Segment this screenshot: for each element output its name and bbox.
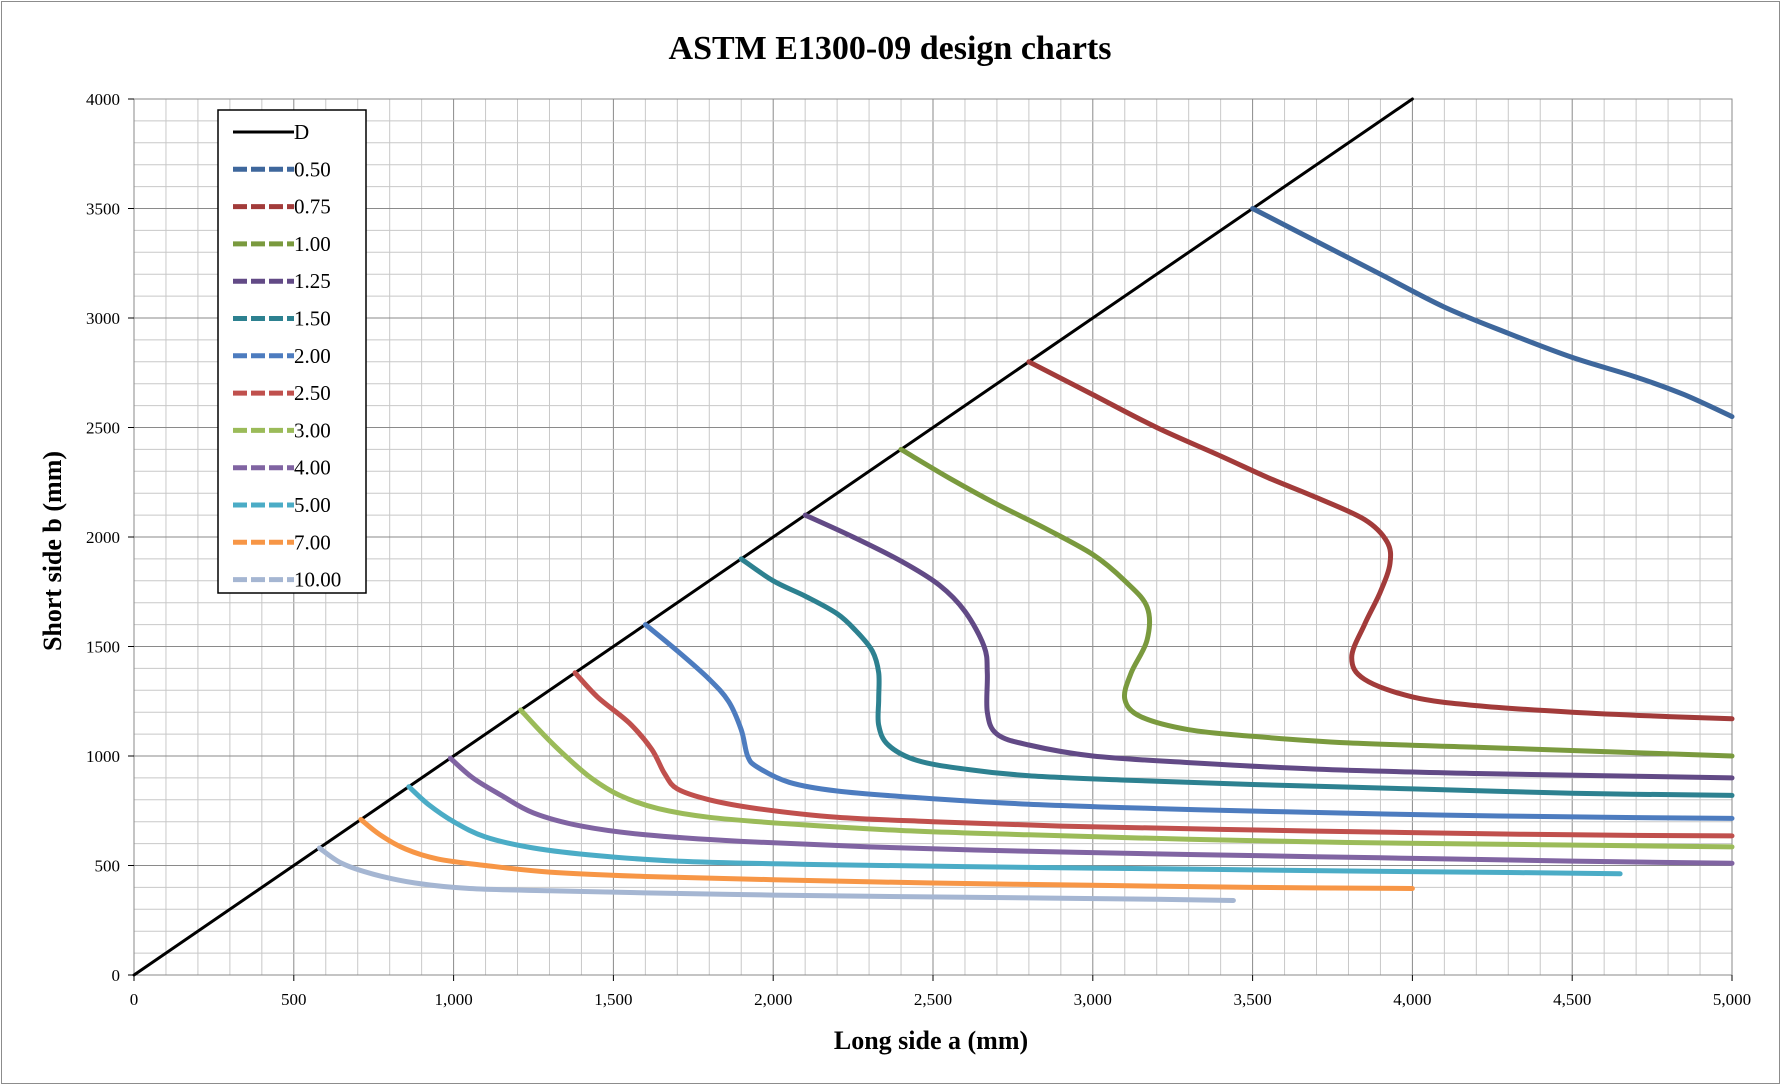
legend-box bbox=[217, 109, 367, 594]
legend-label: 3.00 bbox=[294, 418, 331, 442]
legend-label: 1.00 bbox=[294, 232, 331, 256]
x-tick-label: 3,000 bbox=[1074, 990, 1112, 1009]
x-tick-label: 3,500 bbox=[1233, 990, 1271, 1009]
legend-label: 2.00 bbox=[294, 344, 331, 368]
series-line-4-00 bbox=[447, 755, 1735, 866]
series-line-0-75 bbox=[1026, 359, 1735, 722]
legend-label: 2.50 bbox=[294, 381, 331, 405]
series-line-7-00 bbox=[358, 817, 1415, 891]
x-tick-label: 4,000 bbox=[1393, 990, 1431, 1009]
x-tick-labels: 0 500 1,000 1,500 2,000 2,500 3,000 3,500 4,000 4… bbox=[130, 975, 1751, 1009]
series-line-5-00 bbox=[406, 784, 1623, 877]
x-tick-label: 1,500 bbox=[594, 990, 632, 1009]
series-line-1-25 bbox=[802, 512, 1735, 781]
y-tick-label: 3500 bbox=[86, 200, 120, 219]
legend-label: 7.00 bbox=[294, 530, 331, 554]
y-tick-label: 500 bbox=[95, 857, 121, 876]
series-line-D bbox=[132, 97, 1414, 977]
legend-label: 4.00 bbox=[294, 456, 331, 480]
series-line-2-50 bbox=[572, 670, 1735, 839]
y-tick-label: 4000 bbox=[86, 90, 120, 109]
x-tick-label: 5,000 bbox=[1713, 990, 1751, 1009]
legend-label: 10.00 bbox=[294, 568, 341, 592]
y-tick-label: 3000 bbox=[86, 309, 120, 328]
x-tick-label: 1,000 bbox=[434, 990, 472, 1009]
legend-label: 1.25 bbox=[294, 269, 331, 293]
y-tick-labels: 0 500 1000 1500 2000 2500 3000 3500 4000 bbox=[86, 90, 134, 985]
y-axis-title: Short side b (mm) bbox=[38, 451, 67, 651]
series-line-3-00 bbox=[518, 707, 1735, 850]
legend-label: 0.75 bbox=[294, 195, 331, 219]
chart-title: ASTM E1300-09 design charts bbox=[669, 30, 1112, 67]
series-layer bbox=[132, 97, 1735, 977]
y-tick-label: 1500 bbox=[86, 638, 120, 657]
x-tick-label: 0 bbox=[130, 990, 139, 1009]
series-line-10-00 bbox=[316, 845, 1236, 903]
series-line-2-00 bbox=[642, 622, 1735, 821]
x-axis-title: Long side a (mm) bbox=[834, 1026, 1028, 1055]
y-tick-label: 0 bbox=[112, 966, 121, 985]
series-line-1-50 bbox=[738, 556, 1735, 798]
series-line-1-00 bbox=[898, 446, 1735, 759]
x-tick-label: 4,500 bbox=[1553, 990, 1591, 1009]
legend-label: D bbox=[294, 120, 309, 144]
legend-label: 5.00 bbox=[294, 493, 331, 517]
legend: D 0.50 0.75 1.00 1.25 1.50 2.00 2.50 3.00 4.00 5.0… bbox=[217, 109, 367, 594]
x-tick-label: 2,000 bbox=[754, 990, 792, 1009]
y-tick-label: 2500 bbox=[86, 419, 120, 438]
series-line-0-50 bbox=[1250, 206, 1735, 420]
x-tick-label: 2,500 bbox=[914, 990, 952, 1009]
y-tick-label: 2000 bbox=[86, 528, 120, 547]
legend-label: 0.50 bbox=[294, 157, 331, 181]
x-tick-label: 500 bbox=[281, 990, 307, 1009]
y-tick-label: 1000 bbox=[86, 747, 120, 766]
legend-label: 1.50 bbox=[294, 307, 331, 331]
